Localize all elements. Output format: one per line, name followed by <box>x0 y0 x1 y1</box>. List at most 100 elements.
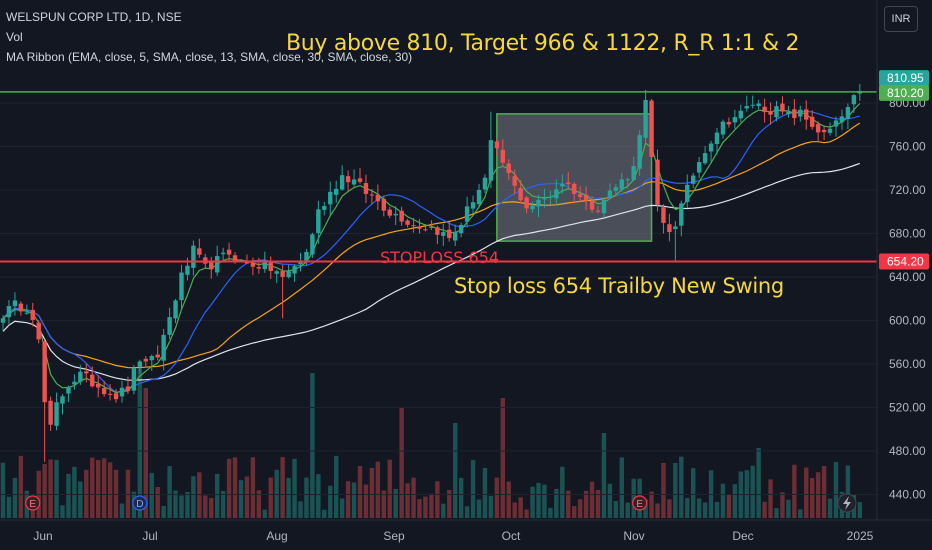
candle-body <box>191 245 196 268</box>
volume-bar <box>732 484 738 518</box>
candle-body <box>215 256 220 273</box>
candle-body <box>619 179 624 190</box>
volume-bar <box>173 490 178 518</box>
candle-body <box>810 116 815 127</box>
candle-body <box>96 383 101 388</box>
candle-body <box>429 226 434 228</box>
candle-body <box>280 271 285 277</box>
month-label: Nov <box>623 529 644 543</box>
candle-body <box>30 309 35 320</box>
volume-bar <box>54 459 59 518</box>
volume-bar <box>0 462 6 518</box>
candle-body <box>60 396 65 404</box>
candle-body <box>821 129 827 133</box>
volume-bar <box>316 474 321 518</box>
volume-bar <box>714 501 720 518</box>
candle-body <box>708 143 714 152</box>
volume-bar <box>821 465 827 518</box>
volume-bar <box>363 484 369 518</box>
event-marker-letter: D <box>136 499 143 510</box>
candle-body <box>631 166 636 180</box>
candle-body <box>494 141 500 149</box>
candle-body <box>512 176 517 186</box>
candle-body <box>232 255 238 263</box>
volume-bar <box>810 478 815 518</box>
volume-bar <box>125 469 131 518</box>
volume-indicator-label[interactable]: Vol <box>6 30 23 44</box>
sma13-line <box>2 110 860 394</box>
candle-body <box>833 120 839 127</box>
candle-body <box>101 388 107 395</box>
volume-bar <box>494 477 500 518</box>
price-tick-label: 640.00 <box>889 270 926 284</box>
candle-body <box>137 361 143 367</box>
volume-bar <box>298 501 303 518</box>
volume-bar <box>292 458 297 518</box>
candle-body <box>42 341 47 403</box>
volume-bar <box>30 504 35 518</box>
candle-body <box>744 106 749 109</box>
volume-bar <box>595 489 601 518</box>
volume-bar <box>833 461 839 518</box>
candle-body <box>470 202 476 209</box>
candle-body <box>357 178 363 182</box>
volume-bar <box>191 476 196 518</box>
volume-bar <box>6 496 12 518</box>
candle-body <box>839 116 845 123</box>
candle-body <box>24 312 29 314</box>
price-tick-label: 680.00 <box>889 227 926 241</box>
candle-body <box>375 194 381 202</box>
volume-bar <box>679 456 684 518</box>
volume-bar <box>488 495 494 518</box>
candle-body <box>149 355 154 361</box>
month-label: 2025 <box>847 529 874 543</box>
candle-body <box>524 197 529 209</box>
candle-body <box>488 140 494 181</box>
volume-bar <box>780 492 785 518</box>
volume-bar <box>256 490 262 518</box>
candle-body <box>464 206 470 222</box>
price-tick-label: 720.00 <box>889 183 926 197</box>
volume-bar <box>577 499 583 518</box>
candle-body <box>274 271 279 274</box>
candle-body <box>393 213 398 216</box>
volume-bar <box>798 509 803 518</box>
candle-body <box>268 262 273 271</box>
candle-body <box>548 196 553 198</box>
volume-bar <box>667 499 672 518</box>
candle-body <box>113 393 119 400</box>
volume-bar <box>322 509 327 518</box>
candle-body <box>756 103 761 107</box>
candle-body <box>417 226 422 229</box>
ma-ribbon-indicator-label[interactable]: MA Ribbon (EMA, close, 5, SMA, close, 13… <box>6 50 413 64</box>
candle-body <box>786 111 791 115</box>
candle-body <box>339 175 345 190</box>
volume-bar <box>107 462 113 518</box>
volume-bar <box>453 423 458 518</box>
candle-body <box>804 109 809 120</box>
volume-bar <box>18 455 24 518</box>
volume-bar <box>90 457 95 518</box>
volume-bar <box>250 457 256 518</box>
volume-bar <box>238 480 244 518</box>
volume-bar <box>601 433 607 518</box>
candle-body <box>387 209 392 216</box>
month-label: Jul <box>142 529 157 543</box>
candle-body <box>482 177 488 190</box>
candle-body <box>589 200 595 210</box>
volume-bar <box>12 477 18 518</box>
volume-bar <box>441 503 446 518</box>
candle-body <box>399 210 404 222</box>
volume-bar <box>66 473 71 518</box>
volume-bar <box>393 488 398 518</box>
volume-bar <box>232 457 238 518</box>
currency-button[interactable]: INR <box>884 6 918 32</box>
candle-body <box>220 252 226 255</box>
candle-body <box>815 124 821 133</box>
volume-bar <box>119 503 125 518</box>
candle-body <box>185 265 190 275</box>
candle-body <box>625 179 630 181</box>
candle-body <box>583 194 589 201</box>
volume-bar <box>827 498 833 518</box>
